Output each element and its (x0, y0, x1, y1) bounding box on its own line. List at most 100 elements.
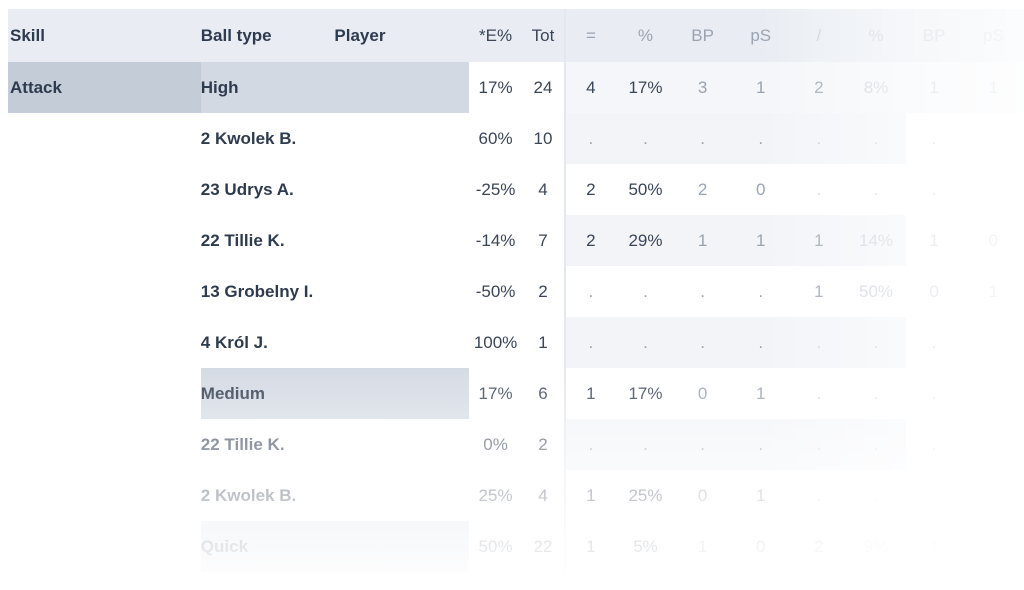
ball-type-cell: 2 Kwolek B. (200, 485, 297, 505)
ps-2-cell (963, 419, 1024, 470)
efficiency-cell: 60% (478, 128, 513, 148)
efficiency-cell: 50% (478, 536, 513, 556)
pct-2-cell: . (846, 113, 906, 164)
bp-1-cell: . (675, 419, 731, 470)
equal-cell: 1 (563, 368, 616, 419)
slash-cell: 1 (791, 215, 847, 266)
player-cell (334, 470, 469, 521)
pct-2-cell: . (846, 419, 906, 470)
player-cell (334, 521, 470, 572)
player-cell (334, 266, 469, 317)
equal-cell: 2 (563, 164, 616, 215)
player-cell (334, 113, 469, 164)
pct-2-cell: 50% (858, 281, 894, 301)
player-cell (334, 164, 469, 215)
col-header-slash[interactable]: / (791, 9, 847, 62)
skill-cell (8, 164, 201, 215)
ps-2-cell: 0 (988, 230, 999, 250)
table-row[interactable]: 13 Grobelny I. -50% 2 . . . . 1 50% 0 1 (8, 266, 1024, 317)
efficiency-cell: -25% (475, 179, 516, 199)
efficiency-cell: 25% (478, 485, 513, 505)
bp-1-cell: . (675, 317, 731, 368)
table-row[interactable]: 2 Kwolek B. 60% 10 . . . . . . . (8, 113, 1024, 164)
total-cell: 24 (522, 62, 565, 113)
col-header-ball-type[interactable]: Ball type (200, 9, 335, 62)
ps-1-cell: . (730, 317, 792, 368)
total-cell: 6 (538, 383, 548, 403)
col-header-bp-1[interactable]: BP (675, 9, 731, 62)
ps-1-cell: 1 (730, 215, 792, 266)
col-header-ps-2[interactable]: pS (962, 9, 1024, 62)
col-header-player[interactable]: Player (334, 9, 470, 62)
skill-cell (8, 419, 201, 470)
efficiency-cell: 17% (469, 62, 523, 113)
ps-1-cell: 0 (756, 179, 766, 199)
bp-2-cell: 0 (929, 281, 939, 301)
table-row[interactable]: 22 Tillie K. -14% 7 2 29% 1 1 1 14% 1 0 (8, 215, 1024, 266)
ball-type-cell: Medium (200, 368, 335, 419)
total-cell: 1 (538, 332, 548, 352)
pct-1-cell: 29% (615, 215, 676, 266)
player-cell (334, 317, 469, 368)
pct-1-cell: . (643, 281, 648, 301)
ball-type-cell: 22 Tillie K. (200, 230, 285, 250)
table-row[interactable]: 22 Tillie K. 0% 2 . . . . . . . (8, 419, 1024, 470)
slash-cell: 2 (791, 62, 847, 113)
slash-cell: . (791, 113, 847, 164)
ps-1-cell: 1 (730, 62, 792, 113)
efficiency-cell: -14% (475, 230, 516, 250)
col-header-pct-2[interactable]: % (846, 9, 906, 62)
ball-type-cell: High (200, 62, 335, 113)
player-cell (334, 62, 470, 113)
table-row[interactable]: Attack High 17% 24 4 17% 3 1 2 8% 1 1 (8, 62, 1024, 113)
equal-cell: . (563, 419, 616, 470)
bp-2-cell: . (931, 128, 937, 148)
skill-cell (8, 368, 201, 419)
bp-2-cell: 1 (929, 230, 939, 250)
ball-type-cell: 22 Tillie K. (200, 434, 285, 454)
bp-1-cell: 0 (697, 383, 708, 403)
col-header-skill[interactable]: Skill (8, 9, 201, 62)
equal-cell: 1 (563, 470, 616, 521)
bp-2-cell: 1 (905, 62, 963, 113)
col-header-bp-2[interactable]: BP (905, 9, 963, 62)
slash-cell: . (791, 419, 847, 470)
bp-2-cell (906, 470, 963, 521)
equal-cell: 4 (563, 62, 616, 113)
table-row[interactable]: Quick 50% 22 1 5% 1 0 2 9% 1 (8, 521, 1024, 572)
pct-1-cell: 25% (628, 485, 663, 505)
total-cell: 22 (533, 536, 553, 556)
col-header-ps-1[interactable]: pS (730, 9, 792, 62)
pct-1-cell: 17% (628, 383, 663, 403)
ps-1-cell: . (730, 419, 792, 470)
skill-cell (8, 266, 201, 317)
total-cell: 2 (538, 434, 548, 454)
table-row[interactable]: 23 Udrys A. -25% 4 2 50% 2 0 . . . (8, 164, 1024, 215)
slash-cell: . (816, 179, 822, 199)
table-row[interactable]: Medium 17% 6 1 17% 0 1 . . . (8, 368, 1024, 419)
skill-cell (8, 215, 201, 266)
col-header-efficiency[interactable]: *E% (469, 9, 523, 62)
stats-table-container: Skill Ball type Player *E% Tot = % BP pS… (8, 9, 1024, 574)
skill-cell (8, 317, 201, 368)
ps-1-cell: 1 (756, 485, 766, 505)
ball-type-cell: 13 Grobelny I. (200, 281, 314, 301)
total-cell: 10 (533, 128, 553, 148)
ps-1-cell: . (758, 281, 764, 301)
ps-2-cell: 1 (962, 62, 1024, 113)
ps-2-cell (963, 521, 1024, 572)
bp-1-cell: . (700, 281, 705, 301)
table-row[interactable]: 4 Król J. 100% 1 . . . . . . . (8, 317, 1024, 368)
bp-2-cell: . (931, 434, 937, 454)
pct-2-cell: . (873, 383, 879, 403)
total-cell: 4 (538, 485, 548, 505)
ps-2-cell (963, 164, 1024, 215)
player-cell (334, 215, 469, 266)
table-row[interactable]: 2 Kwolek B. 25% 4 1 25% 0 1 . . (8, 470, 1024, 521)
pct-2-cell: 8% (846, 62, 906, 113)
equal-cell: 2 (563, 215, 616, 266)
col-header-total[interactable]: Tot (522, 9, 565, 62)
col-header-equal[interactable]: = (563, 9, 616, 62)
player-cell (334, 419, 469, 470)
col-header-pct-1[interactable]: % (615, 9, 676, 62)
